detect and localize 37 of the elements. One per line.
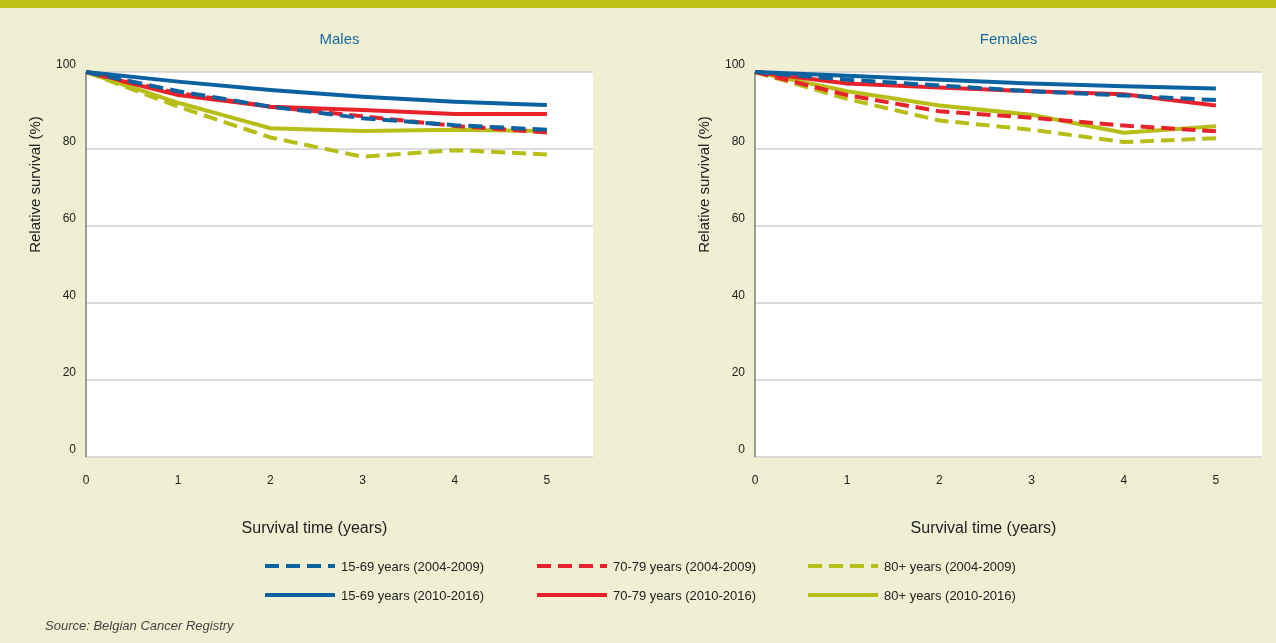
x-tick-label: 3: [359, 473, 367, 487]
x-tick-label: 4: [451, 473, 459, 487]
x-tick-label: 5: [1212, 473, 1220, 487]
y-tick-label: 60: [731, 211, 746, 225]
x-tick-label: 1: [843, 473, 851, 487]
y-tick-label: 20: [731, 365, 746, 379]
y-tick-label: 0: [69, 442, 77, 456]
y-tick-label: 0: [738, 442, 746, 456]
y-tick-label: 80: [731, 134, 746, 148]
x-tick-label: 4: [1120, 473, 1128, 487]
chart-title: Males: [319, 30, 360, 47]
x-axis-title: Survival time (years): [910, 519, 1057, 536]
legend-label: 15-69 years (2010-2016): [341, 588, 485, 603]
y-tick-label: 100: [55, 57, 77, 71]
y-tick-label: 20: [62, 365, 77, 379]
y-axis-title: Relative survival (%): [26, 116, 43, 253]
x-axis-title: Survival time (years): [241, 519, 388, 536]
y-axis-title: Relative survival (%): [695, 116, 712, 253]
y-tick-label: 60: [62, 211, 77, 225]
legend-label: 70-79 years (2010-2016): [613, 588, 757, 603]
y-tick-label: 100: [724, 57, 746, 71]
chart-title: Females: [979, 30, 1038, 47]
y-tick-label: 40: [731, 288, 746, 302]
x-tick-label: 3: [1028, 473, 1036, 487]
legend-label: 80+ years (2004-2009): [884, 559, 1016, 574]
x-tick-label: 0: [751, 473, 759, 487]
legend-label: 15-69 years (2004-2009): [341, 559, 485, 574]
legend-label: 70-79 years (2004-2009): [613, 559, 757, 574]
y-tick-label: 40: [62, 288, 77, 302]
source-note: Source: Belgian Cancer Registry: [45, 618, 236, 633]
y-tick-label: 80: [62, 134, 77, 148]
legend-label: 80+ years (2010-2016): [884, 588, 1016, 603]
x-tick-label: 1: [174, 473, 182, 487]
x-tick-label: 2: [936, 473, 944, 487]
x-tick-label: 5: [543, 473, 551, 487]
x-tick-label: 2: [267, 473, 275, 487]
x-tick-label: 0: [82, 473, 90, 487]
